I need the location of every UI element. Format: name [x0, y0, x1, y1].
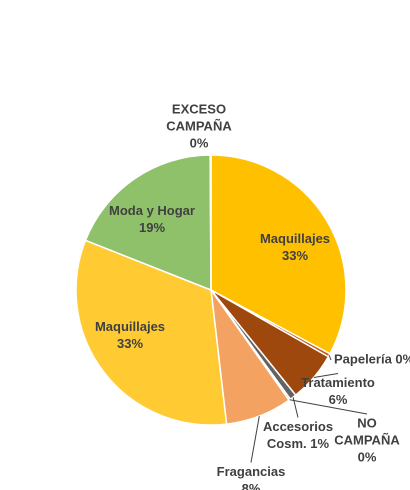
data-label-9-line-1: EXCESO — [172, 101, 226, 116]
data-label-7-line-1: Maquillajes — [95, 319, 165, 334]
data-label-6-line-2: 8% — [242, 481, 261, 490]
leader-line-5 — [289, 399, 368, 415]
data-label-2-line-1: Papelería 0% — [334, 351, 410, 366]
pie-slice-7 — [75, 239, 228, 426]
leader-line-2 — [328, 355, 332, 361]
pie-slice-8 — [84, 154, 212, 292]
data-label-8-line-2: 19% — [139, 220, 165, 235]
pie-slice-1 — [210, 154, 347, 355]
data-label-1-line-2: 33% — [282, 248, 308, 263]
data-label-6-line-1: Fragancias — [217, 464, 286, 479]
data-label-7-line-2: 33% — [117, 336, 143, 351]
data-labels: Maquillajes 33% Papelería 0% Tratamiento 6% A… — [95, 101, 410, 490]
leader-line-6 — [250, 416, 260, 463]
data-label-8-line-1: Moda y Hogar — [109, 203, 195, 218]
data-label-3-line-1: Tratamiento — [301, 375, 375, 390]
data-label-4-line-2: Cosm. 1% — [267, 436, 330, 451]
data-label-1-line-1: Maquillajes — [260, 231, 330, 246]
data-label-9-line-3: 0% — [190, 135, 209, 150]
data-label-9-line-2: CAMPAÑA — [166, 118, 232, 133]
data-label-5-line-1: NO — [357, 415, 377, 430]
pie-slices — [75, 154, 347, 426]
data-label-5-line-2: CAMPAÑA — [334, 432, 400, 447]
data-label-3-line-2: 6% — [329, 392, 348, 407]
leader-lines — [250, 355, 368, 463]
data-label-5-line-3: 0% — [358, 449, 377, 464]
leader-line-3 — [313, 373, 339, 378]
pie-slice-9 — [209, 154, 212, 291]
data-label-4-line-1: Accesorios — [263, 419, 333, 434]
